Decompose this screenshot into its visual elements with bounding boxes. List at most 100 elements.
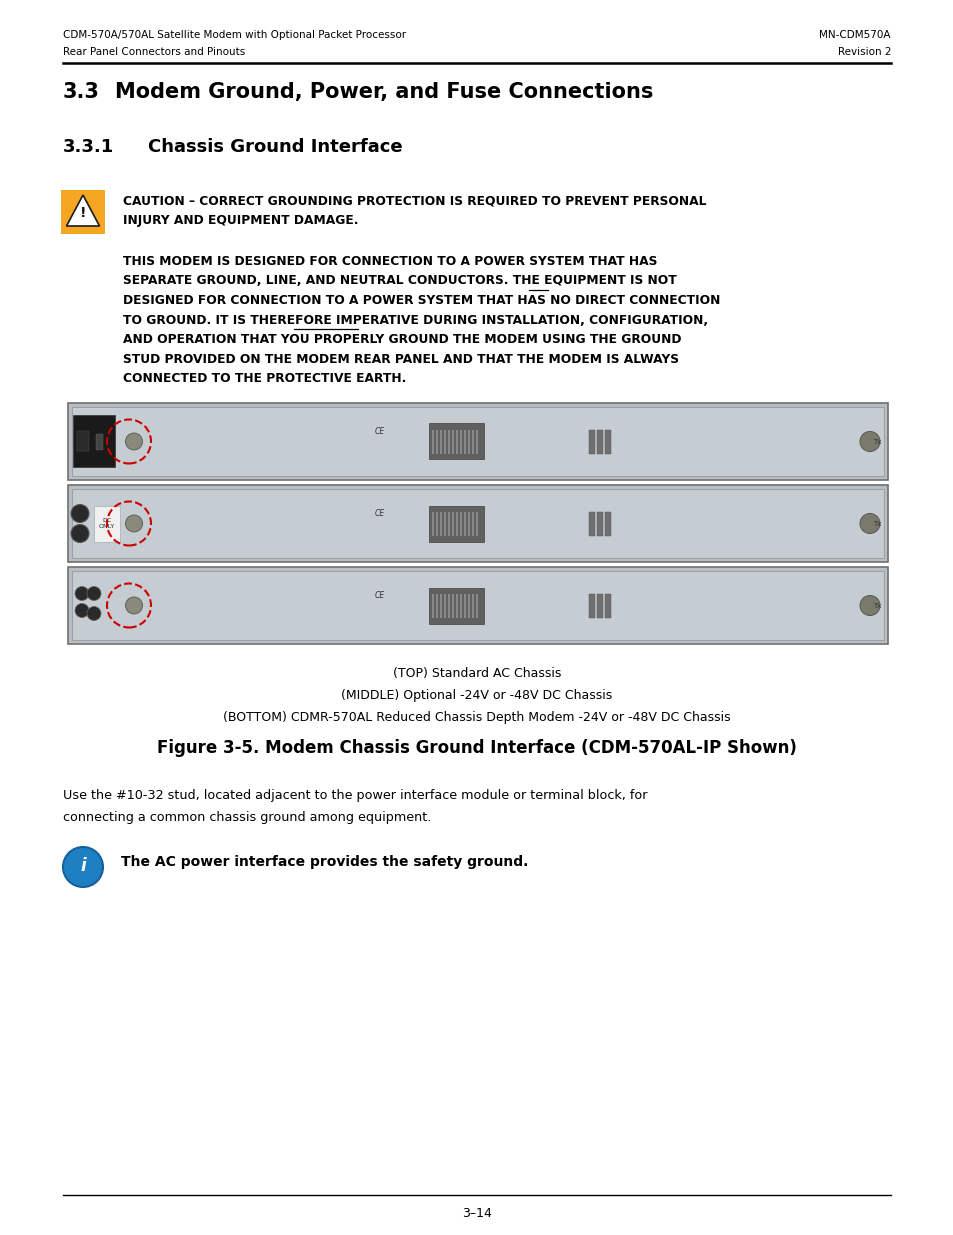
Bar <box>604 511 610 536</box>
Bar <box>71 408 883 475</box>
Bar <box>68 485 887 562</box>
Bar <box>432 511 434 536</box>
Bar <box>456 430 457 453</box>
Bar <box>476 594 477 618</box>
Bar <box>439 430 442 453</box>
Text: Use the #10-32 stud, located adjacent to the power interface module or terminal : Use the #10-32 stud, located adjacent to… <box>63 789 647 802</box>
Text: SEPARATE GROUND, LINE, AND NEUTRAL CONDUCTORS. THE EQUIPMENT IS NOT: SEPARATE GROUND, LINE, AND NEUTRAL CONDU… <box>123 274 676 288</box>
Text: (BOTTOM) CDMR-570AL Reduced Chassis Depth Modem -24V or -48V DC Chassis: (BOTTOM) CDMR-570AL Reduced Chassis Dept… <box>223 711 730 724</box>
Text: (MIDDLE) Optional -24V or -48V DC Chassis: (MIDDLE) Optional -24V or -48V DC Chassi… <box>341 689 612 701</box>
Bar <box>589 430 594 453</box>
Text: CONNECTED TO THE PROTECTIVE EARTH.: CONNECTED TO THE PROTECTIVE EARTH. <box>123 372 406 385</box>
Circle shape <box>859 595 879 615</box>
Bar <box>467 430 470 453</box>
Text: Figure 3-5. Modem Chassis Ground Interface (CDM-570AL-IP Shown): Figure 3-5. Modem Chassis Ground Interfa… <box>157 739 796 757</box>
Bar <box>472 594 474 618</box>
Bar <box>71 489 883 558</box>
Text: (TOP) Standard AC Chassis: (TOP) Standard AC Chassis <box>393 667 560 680</box>
Circle shape <box>126 433 142 450</box>
Text: CAUTION – CORRECT GROUNDING PROTECTION IS REQUIRED TO PREVENT PERSONAL: CAUTION – CORRECT GROUNDING PROTECTION I… <box>123 194 706 207</box>
Text: Modem Ground, Power, and Fuse Connections: Modem Ground, Power, and Fuse Connection… <box>115 82 653 103</box>
Bar <box>467 511 470 536</box>
Text: DESIGNED FOR CONNECTION TO A POWER SYSTEM THAT HAS NO DIRECT CONNECTION: DESIGNED FOR CONNECTION TO A POWER SYSTE… <box>123 294 720 308</box>
Bar <box>452 511 454 536</box>
Text: 3.3: 3.3 <box>63 82 100 103</box>
Bar <box>456 511 457 536</box>
Bar <box>436 430 437 453</box>
Bar <box>589 511 594 536</box>
Circle shape <box>126 597 142 614</box>
Circle shape <box>71 525 89 542</box>
Bar <box>443 430 446 453</box>
Bar <box>459 594 462 618</box>
Circle shape <box>71 505 89 522</box>
Bar <box>432 594 434 618</box>
Text: Tx: Tx <box>872 603 881 609</box>
Text: TO GROUND. IT IS THEREFORE IMPERATIVE DURING INSTALLATION, CONFIGURATION,: TO GROUND. IT IS THEREFORE IMPERATIVE DU… <box>123 314 707 326</box>
Text: MN-CDM570A: MN-CDM570A <box>819 30 890 40</box>
Bar <box>467 594 470 618</box>
Bar <box>436 511 437 536</box>
Text: 3–14: 3–14 <box>461 1207 492 1220</box>
Bar <box>476 511 477 536</box>
Bar <box>447 594 450 618</box>
Bar <box>452 594 454 618</box>
Bar <box>77 431 89 452</box>
Bar <box>428 588 483 624</box>
Text: connecting a common chassis ground among equipment.: connecting a common chassis ground among… <box>63 811 431 824</box>
Bar <box>589 594 594 618</box>
Text: Chassis Ground Interface: Chassis Ground Interface <box>148 138 402 156</box>
Circle shape <box>63 847 103 887</box>
Text: Rear Panel Connectors and Pinouts: Rear Panel Connectors and Pinouts <box>63 47 245 57</box>
Circle shape <box>75 604 89 618</box>
Text: CDM-570A/570AL Satellite Modem with Optional Packet Processor: CDM-570A/570AL Satellite Modem with Opti… <box>63 30 406 40</box>
Circle shape <box>87 606 101 620</box>
Bar <box>597 511 602 536</box>
Text: AND OPERATION THAT YOU PROPERLY GROUND THE MODEM USING THE GROUND: AND OPERATION THAT YOU PROPERLY GROUND T… <box>123 333 680 346</box>
Bar <box>73 415 115 468</box>
Bar <box>71 571 883 640</box>
Bar <box>463 594 466 618</box>
Bar <box>452 430 454 453</box>
Bar <box>439 594 442 618</box>
Text: !: ! <box>80 205 86 220</box>
Bar <box>447 511 450 536</box>
Bar <box>436 594 437 618</box>
Bar <box>439 511 442 536</box>
Bar <box>604 430 610 453</box>
Circle shape <box>859 431 879 452</box>
Bar <box>68 567 887 643</box>
Text: STUD PROVIDED ON THE MODEM REAR PANEL AND THAT THE MODEM IS ALWAYS: STUD PROVIDED ON THE MODEM REAR PANEL AN… <box>123 352 679 366</box>
Bar <box>94 505 120 541</box>
Text: CE: CE <box>375 592 384 600</box>
Circle shape <box>75 587 89 600</box>
Circle shape <box>126 515 142 532</box>
Text: INJURY AND EQUIPMENT DAMAGE.: INJURY AND EQUIPMENT DAMAGE. <box>123 214 358 227</box>
Text: CE: CE <box>375 509 384 517</box>
Bar <box>476 430 477 453</box>
Text: The AC power interface provides the safety ground.: The AC power interface provides the safe… <box>121 855 528 869</box>
Circle shape <box>87 587 101 600</box>
Text: Revision 2: Revision 2 <box>837 47 890 57</box>
Bar <box>68 403 887 480</box>
Bar <box>443 594 446 618</box>
Text: CE: CE <box>375 427 384 436</box>
Circle shape <box>859 514 879 534</box>
Bar <box>432 430 434 453</box>
Text: DC
ONLY: DC ONLY <box>99 519 115 529</box>
Bar <box>604 594 610 618</box>
Bar <box>456 594 457 618</box>
Bar <box>472 511 474 536</box>
Text: 3.3.1: 3.3.1 <box>63 138 114 156</box>
Text: Tx: Tx <box>872 520 881 526</box>
Bar <box>463 511 466 536</box>
Bar <box>61 190 105 233</box>
Text: i: i <box>80 857 86 876</box>
Bar <box>597 594 602 618</box>
Bar <box>428 424 483 459</box>
Text: THIS MODEM IS DESIGNED FOR CONNECTION TO A POWER SYSTEM THAT HAS: THIS MODEM IS DESIGNED FOR CONNECTION TO… <box>123 254 657 268</box>
Bar <box>459 430 462 453</box>
Bar <box>443 511 446 536</box>
Bar <box>428 505 483 541</box>
Bar <box>463 430 466 453</box>
